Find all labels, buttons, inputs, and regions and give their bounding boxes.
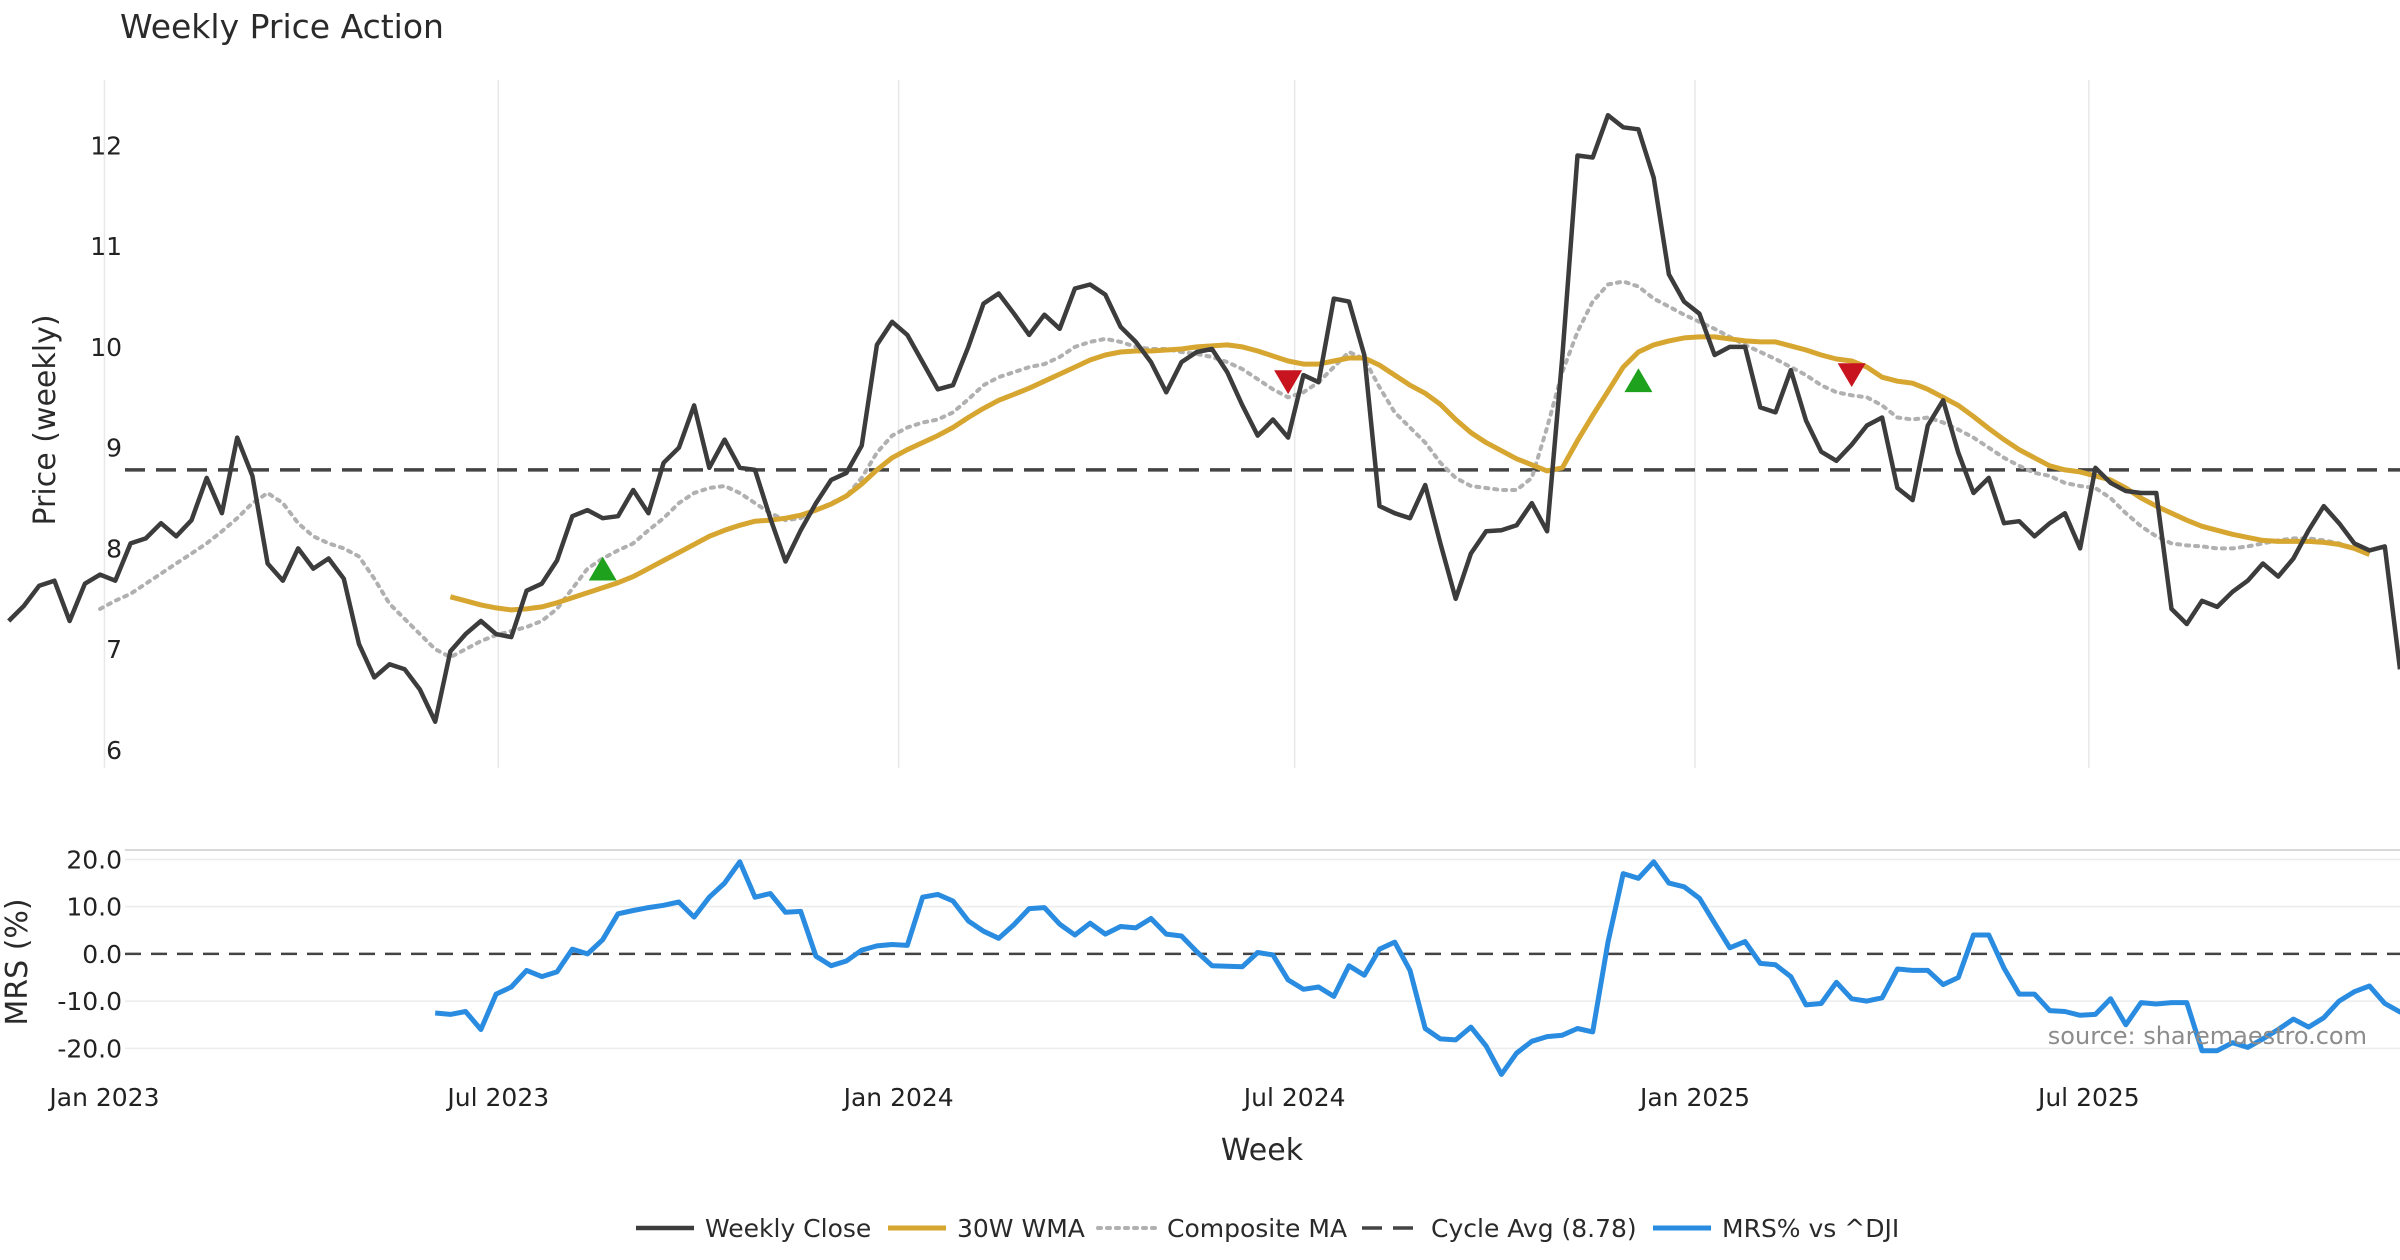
price-gridlines <box>103 80 2090 768</box>
x-tick-label: Jul 2024 <box>1242 1083 1346 1112</box>
source-label: source: sharemaestro.com <box>2048 1022 2367 1050</box>
mrs-y-axis-title: MRS (%) <box>0 898 35 1025</box>
price-y-tick-label: 6 <box>106 736 122 765</box>
x-tick-label: Jan 2024 <box>842 1083 954 1112</box>
mrs-y-ticks: 20.0 10.0 0.0 -10.0 -20.0 <box>57 845 122 1063</box>
legend: Weekly Close 30W WMA Composite MA Cycle Avg… <box>636 1214 1899 1243</box>
legend-label: Composite MA <box>1167 1214 1347 1243</box>
mrs-y-tick-label: -10.0 <box>57 987 122 1016</box>
mrs-y-tick-label: 0.0 <box>82 940 122 969</box>
price-y-tick-label: 12 <box>90 131 122 160</box>
mrs-line <box>434 859 2400 1077</box>
legend-label: Weekly Close <box>705 1214 871 1243</box>
x-tick-label: Jan 2025 <box>1638 1083 1750 1112</box>
mrs-y-tick-label: 10.0 <box>66 893 122 922</box>
composite-ma-line <box>98 279 2357 660</box>
price-y-tick-label: 7 <box>106 635 122 664</box>
mrs-y-tick-label: 20.0 <box>66 845 122 874</box>
price-y-tick-label: 10 <box>90 333 122 362</box>
legend-label: Cycle Avg (8.78) <box>1431 1214 1637 1243</box>
x-axis-title: Week <box>1221 1133 1304 1168</box>
legend-label: 30W WMA <box>957 1214 1085 1243</box>
x-tick-label: Jul 2025 <box>2036 1083 2140 1112</box>
x-tick-label: Jan 2023 <box>47 1083 159 1112</box>
price-y-ticks: 6 7 8 9 10 11 12 <box>90 131 122 764</box>
mrs-gridlines <box>125 858 2400 1050</box>
chart-title: Weekly Price Action <box>120 7 444 46</box>
price-y-tick-label: 9 <box>106 434 122 463</box>
sell-signal-marker <box>1274 370 1303 395</box>
x-tick-label: Jul 2023 <box>445 1083 549 1112</box>
weekly-close-line <box>7 112 2400 724</box>
price-y-tick-label: 8 <box>106 534 122 563</box>
mrs-y-tick-label: -20.0 <box>57 1034 122 1063</box>
price-y-axis-title: Price (weekly) <box>28 314 63 525</box>
signal-markers <box>588 363 1866 581</box>
sell-signal-marker <box>1837 363 1866 388</box>
x-axis-ticks: Jan 2023 Jul 2023 Jan 2024 Jul 2024 Jan 2025… <box>47 1083 2139 1112</box>
legend-label: MRS% vs ^DJI <box>1722 1214 1899 1243</box>
buy-signal-marker <box>1624 368 1653 393</box>
price-y-tick-label: 11 <box>90 232 122 261</box>
buy-signal-marker <box>588 556 617 581</box>
